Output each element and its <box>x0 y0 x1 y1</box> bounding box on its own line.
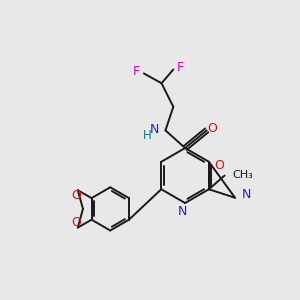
Text: F: F <box>177 61 184 74</box>
Text: N: N <box>242 188 251 201</box>
Text: O: O <box>71 189 81 202</box>
Text: H: H <box>143 129 152 142</box>
Text: O: O <box>208 122 218 135</box>
Text: CH₃: CH₃ <box>232 169 253 179</box>
Text: N: N <box>178 205 187 218</box>
Text: F: F <box>133 65 140 78</box>
Text: N: N <box>150 123 160 136</box>
Text: O: O <box>71 216 81 229</box>
Text: O: O <box>214 159 224 172</box>
